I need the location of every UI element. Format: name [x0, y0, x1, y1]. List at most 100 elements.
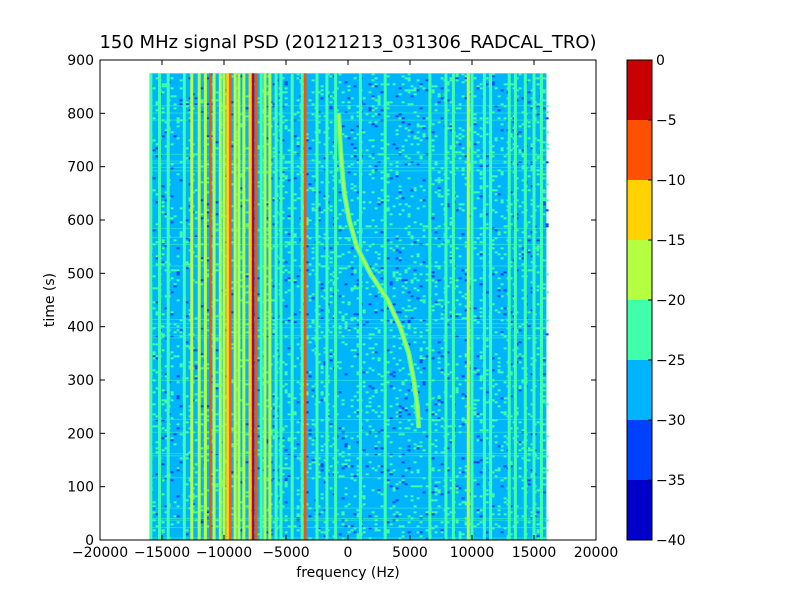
noise-cell	[161, 389, 165, 392]
noise-cell	[491, 75, 495, 78]
noise-cell	[413, 443, 417, 446]
noise-cell	[425, 485, 429, 488]
noise-cell	[401, 325, 405, 328]
noise-cell	[464, 365, 468, 368]
noise-cell	[455, 79, 459, 82]
noise-cell	[485, 121, 489, 124]
colorbar-swatch	[627, 60, 652, 120]
noise-cell	[185, 499, 189, 502]
noise-cell	[287, 437, 291, 440]
noise-cell	[449, 77, 453, 80]
noise-cell	[368, 107, 372, 110]
noise-cell	[440, 451, 444, 454]
noise-cell	[239, 123, 243, 126]
noise-cell	[527, 221, 531, 224]
noise-cell	[419, 155, 423, 158]
noise-cell	[224, 397, 228, 400]
noise-cell	[161, 333, 165, 336]
noise-cell	[257, 435, 261, 438]
spectral-line	[268, 73, 272, 540]
noise-cell	[458, 291, 462, 294]
noise-cell	[338, 237, 342, 240]
noise-cell	[293, 193, 297, 196]
noise-cell	[398, 191, 402, 194]
noise-cell	[446, 447, 450, 450]
noise-cell	[368, 527, 372, 530]
noise-cell	[398, 447, 402, 450]
noise-cell	[317, 217, 321, 220]
noise-cell	[398, 189, 402, 192]
noise-cell	[185, 147, 189, 150]
noise-cell	[407, 163, 411, 166]
noise-cell	[377, 359, 381, 362]
noise-cell	[377, 529, 381, 532]
noise-cell	[398, 369, 402, 372]
noise-cell	[356, 515, 360, 518]
noise-cell	[542, 161, 546, 164]
noise-cell	[215, 349, 219, 352]
noise-cell	[446, 109, 450, 112]
noise-cell	[206, 225, 210, 228]
noise-cell	[281, 155, 285, 158]
noise-cell	[518, 329, 522, 332]
noise-cell	[455, 135, 459, 138]
spectral-line	[254, 73, 258, 540]
noise-cell	[476, 413, 480, 416]
noise-cell	[455, 279, 459, 282]
noise-cell	[386, 423, 390, 426]
noise-cell	[356, 197, 360, 200]
noise-cell	[542, 189, 546, 192]
noise-cell	[296, 515, 300, 518]
noise-cell	[479, 509, 483, 512]
noise-cell	[374, 225, 378, 228]
noise-cell	[521, 381, 525, 384]
noise-cell	[365, 249, 369, 252]
noise-cell	[515, 145, 519, 148]
noise-cell	[518, 443, 522, 446]
noise-cell	[485, 185, 489, 188]
noise-cell	[410, 85, 414, 88]
noise-cell	[521, 457, 525, 460]
noise-cell	[389, 321, 393, 324]
colorbar-tick-label: −25	[656, 353, 686, 369]
time-band	[149, 337, 547, 339]
noise-cell	[173, 215, 177, 218]
noise-cell	[545, 199, 549, 202]
noise-cell	[155, 415, 159, 418]
noise-cell	[170, 335, 174, 338]
noise-cell	[446, 301, 450, 304]
noise-cell	[353, 495, 357, 498]
noise-cell	[542, 455, 546, 458]
noise-cell	[179, 433, 183, 436]
noise-cell	[380, 109, 384, 112]
noise-cell	[239, 251, 243, 254]
noise-cell	[350, 183, 354, 186]
noise-cell	[185, 301, 189, 304]
noise-cell	[536, 327, 540, 330]
noise-cell	[206, 525, 210, 528]
noise-cell	[485, 117, 489, 120]
noise-cell	[287, 475, 291, 478]
noise-cell	[170, 163, 174, 166]
noise-cell	[371, 109, 375, 112]
noise-cell	[188, 205, 192, 208]
noise-cell	[389, 241, 393, 244]
noise-cell	[284, 305, 288, 308]
noise-cell	[437, 403, 441, 406]
noise-cell	[344, 283, 348, 286]
noise-cell	[497, 389, 501, 392]
noise-cell	[245, 433, 249, 436]
noise-cell	[257, 357, 261, 360]
noise-cell	[437, 399, 441, 402]
noise-cell	[518, 131, 522, 134]
spectral-line	[315, 73, 319, 540]
noise-cell	[320, 371, 324, 374]
noise-cell	[308, 99, 312, 102]
noise-cell	[422, 295, 426, 298]
noise-cell	[161, 211, 165, 214]
noise-cell	[356, 353, 360, 356]
noise-cell	[518, 353, 522, 356]
noise-cell	[296, 401, 300, 404]
noise-cell	[377, 113, 381, 116]
noise-cell	[479, 241, 483, 244]
